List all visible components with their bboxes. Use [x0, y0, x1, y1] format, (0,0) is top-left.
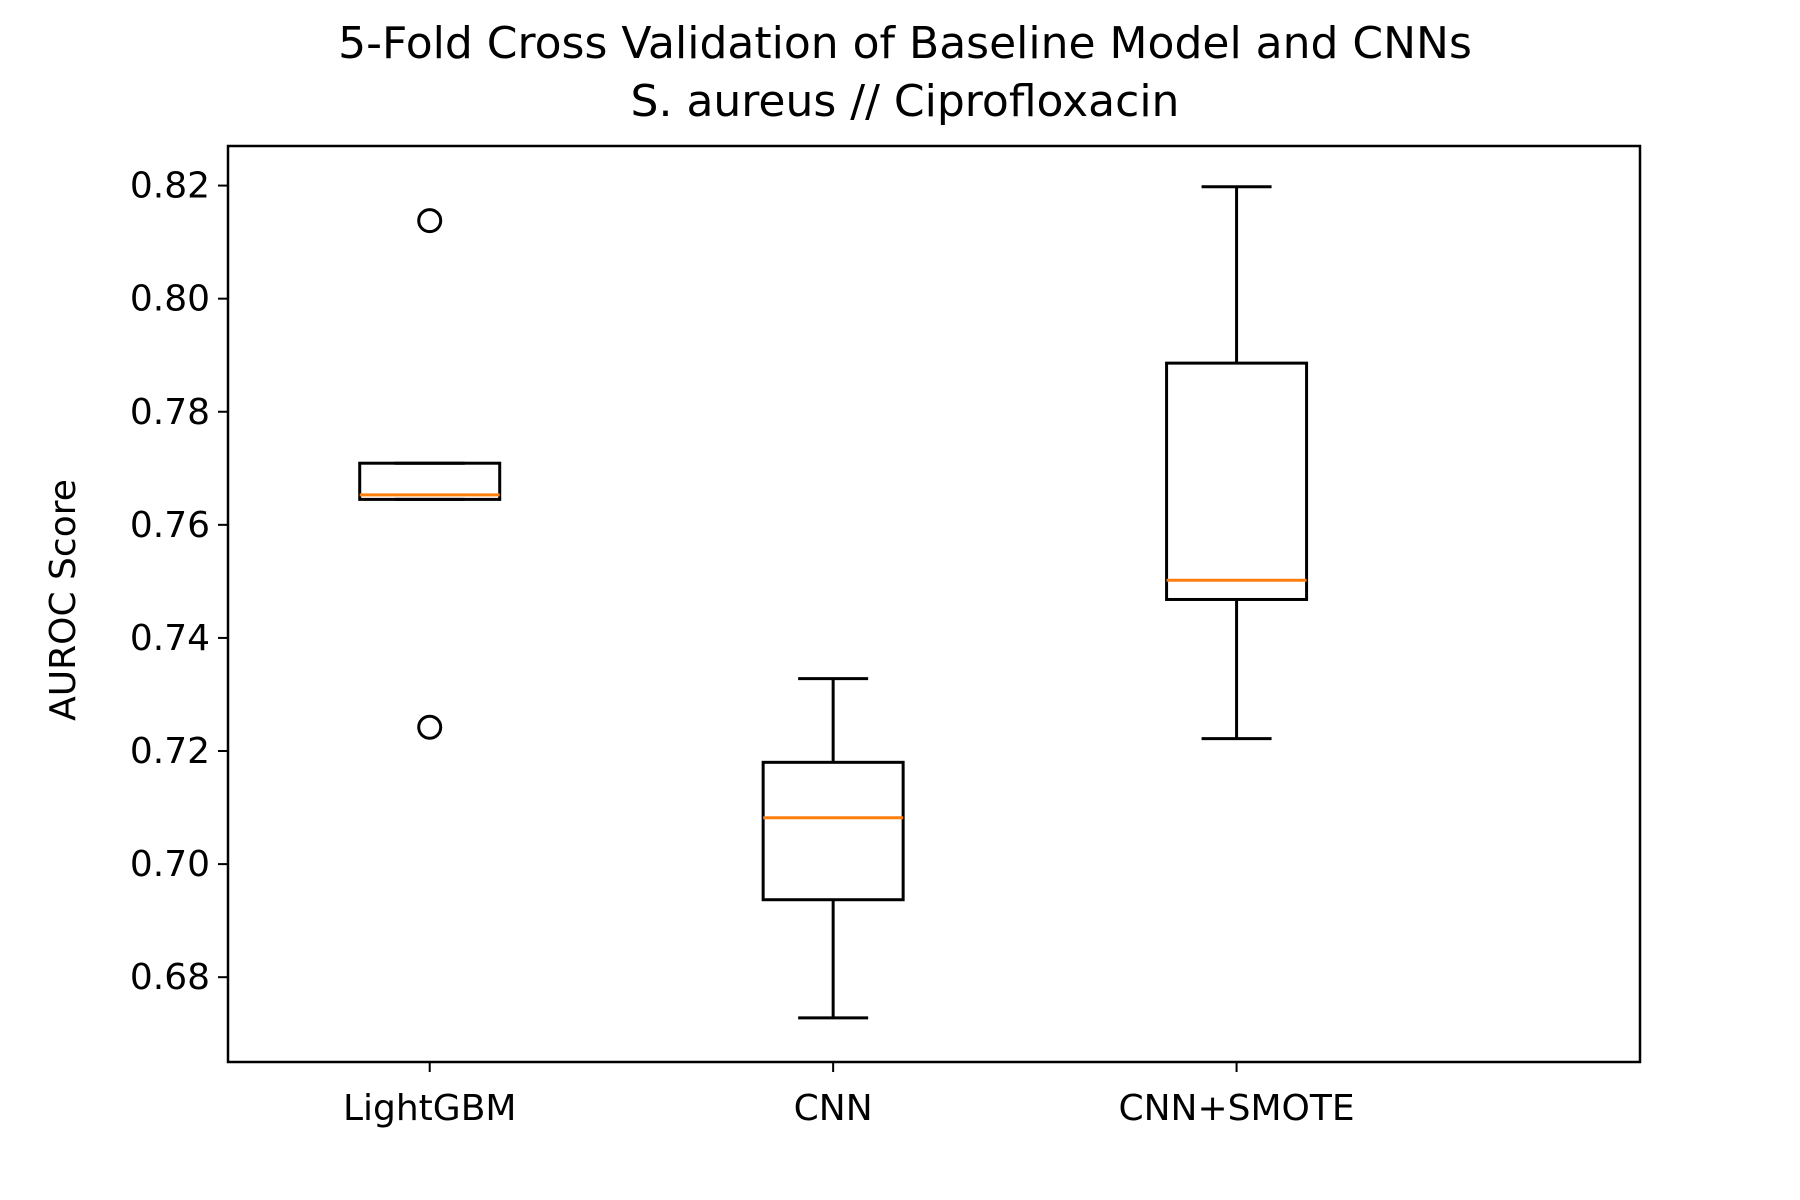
y-axis-label: AUROC Score	[43, 479, 84, 721]
x-tick-label-2: CNN+SMOTE	[1118, 1088, 1354, 1129]
chart-subtitle: S. aureus // Ciprofloxacin	[631, 76, 1180, 127]
x-tick-label-0: LightGBM	[343, 1088, 517, 1129]
y-tick-label-5: 0.78	[130, 392, 210, 433]
plot-frame	[226, 144, 1642, 1064]
y-tick-label-4: 0.76	[130, 505, 210, 546]
outlier-0-0	[417, 208, 443, 234]
box-0	[358, 461, 502, 501]
box-1	[761, 760, 905, 902]
x-tick-label-1: CNN	[794, 1088, 873, 1129]
chart-title: 5-Fold Cross Validation of Baseline Mode…	[338, 18, 1472, 69]
y-tick-label-6: 0.80	[130, 279, 210, 320]
y-tick-label-2: 0.72	[130, 731, 210, 772]
plot-area: 0.68 0.70 0.72 0.74 0.76 0.78 0.80 0.82 LightGBM…	[130, 166, 1355, 1129]
outlier-0-1	[417, 714, 443, 740]
y-tick-label-7: 0.82	[130, 166, 210, 207]
y-tick-label-0: 0.68	[130, 957, 210, 998]
y-tick-label-1: 0.70	[130, 844, 210, 885]
y-tick-label-3: 0.74	[130, 618, 210, 659]
box-2	[1165, 361, 1309, 601]
